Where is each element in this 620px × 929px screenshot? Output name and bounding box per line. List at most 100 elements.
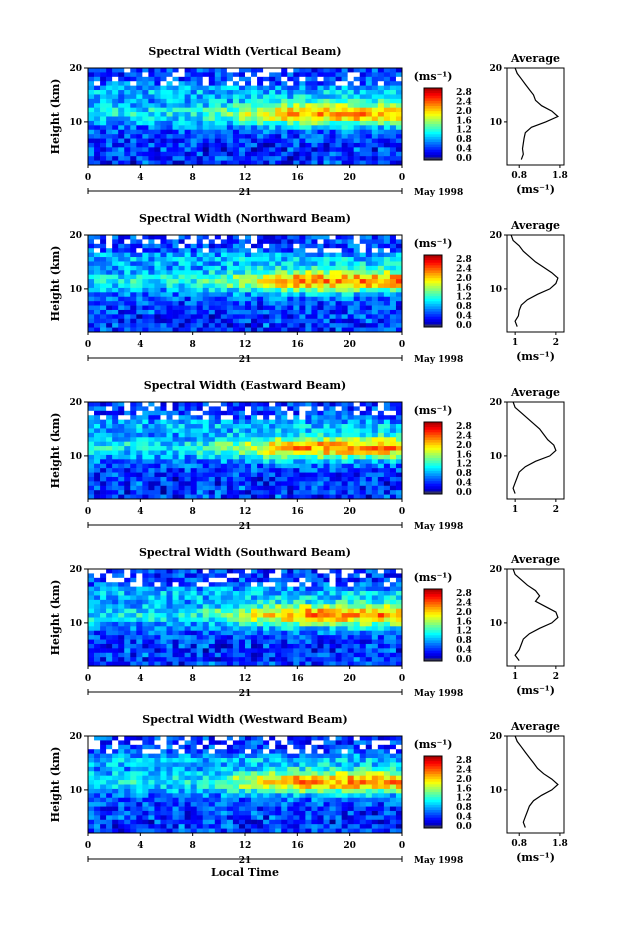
heatmap-cell	[232, 107, 240, 113]
heatmap-cell	[353, 160, 361, 166]
heatmap-cell	[389, 76, 397, 82]
heatmap-cell	[323, 292, 330, 298]
heatmap-cell	[214, 279, 222, 284]
heatmap-cell	[88, 151, 95, 157]
heatmap-cell	[323, 283, 330, 289]
heatmap-cell	[238, 112, 246, 117]
heatmap-cell	[136, 635, 143, 640]
heatmap-cell	[347, 652, 354, 658]
heatmap-cell	[100, 582, 107, 587]
heatmap-cell	[166, 424, 173, 429]
heatmap-cell	[323, 98, 330, 104]
heatmap-cell	[305, 142, 312, 148]
heatmap-cell	[365, 243, 373, 249]
heatmap-cell	[251, 485, 258, 491]
heatmap-cell	[329, 112, 336, 117]
x-tick-label: 4	[137, 340, 143, 350]
heatmap-cell	[136, 661, 143, 667]
heatmap-cell	[281, 314, 288, 320]
heatmap-cell	[226, 652, 234, 658]
heatmap-cell	[389, 577, 397, 583]
heatmap-cell	[275, 314, 282, 320]
heatmap-cell	[160, 630, 167, 636]
heatmap-cell	[347, 424, 354, 429]
heatmap-cell	[112, 428, 119, 434]
heatmap-cell	[281, 296, 288, 302]
heatmap-cell	[142, 160, 149, 166]
colorbar-swatch	[424, 447, 442, 451]
heatmap-cell	[100, 265, 107, 271]
heatmap-cell	[178, 314, 185, 320]
heatmap-cell	[88, 450, 95, 456]
x-tick-label: 8	[190, 173, 196, 183]
heatmap-cell	[112, 740, 119, 746]
heatmap-cell	[371, 635, 379, 640]
heatmap-cell	[124, 450, 131, 456]
heatmap-cell	[124, 125, 131, 131]
heatmap-cell	[232, 586, 240, 592]
heatmap-cell	[106, 296, 113, 302]
heatmap-cell	[196, 608, 204, 614]
colorbar-swatch	[424, 632, 442, 636]
heatmap-cell	[214, 90, 222, 95]
heatmap-cell	[365, 72, 373, 78]
heatmap-cell	[275, 270, 282, 275]
heatmap-cell	[214, 450, 222, 456]
heatmap-cell	[251, 463, 258, 469]
heatmap-cell	[184, 626, 191, 632]
heatmap-cell	[202, 652, 210, 658]
heatmap-cell	[154, 296, 161, 302]
heatmap-cell	[359, 318, 367, 324]
heatmap-cell	[238, 613, 246, 618]
heatmap-cell	[130, 639, 137, 645]
heatmap-cell	[341, 270, 348, 275]
heatmap-cell	[220, 235, 228, 240]
heatmap-cell	[172, 437, 179, 442]
heatmap-cell	[359, 81, 367, 86]
heatmap-cell	[359, 305, 367, 311]
heatmap-cell	[124, 494, 131, 500]
heatmap-cell	[232, 490, 240, 495]
panel-0: Spectral Width (Vertical Beam)2010Height…	[49, 45, 568, 198]
heatmap-cell	[130, 257, 137, 262]
heatmap-cell	[377, 494, 385, 500]
heatmap-cell	[172, 292, 179, 298]
heatmap-cell	[172, 85, 179, 91]
heatmap-cell	[359, 591, 367, 596]
colorbar-swatch	[424, 429, 442, 433]
x-tick-label: 16	[291, 340, 304, 350]
heatmap-cell	[353, 639, 361, 645]
heatmap-cell	[245, 142, 252, 148]
heatmap-cell	[220, 494, 228, 500]
heatmap-cell	[214, 454, 222, 460]
heatmap-cell	[136, 151, 143, 157]
heatmap-cell	[130, 459, 137, 465]
heatmap-cell	[347, 239, 354, 245]
heatmap-cell	[226, 112, 234, 117]
heatmap-cell	[142, 252, 149, 258]
heatmap-cell	[395, 657, 403, 662]
heatmap-cell	[166, 116, 173, 122]
heatmap-cell	[317, 446, 324, 451]
heatmap-cell	[148, 129, 155, 135]
heatmap-cell	[311, 243, 318, 249]
heatmap-cell	[269, 577, 276, 583]
heatmap-cell	[329, 410, 336, 416]
heatmap-cell	[100, 248, 107, 253]
heatmap-cell	[245, 454, 252, 460]
heatmap-cell	[124, 318, 131, 324]
heatmap-cell	[220, 134, 228, 139]
heatmap-cell	[208, 450, 216, 456]
heatmap-cell	[287, 573, 294, 579]
heatmap-cell	[389, 72, 397, 78]
heatmap-cell	[220, 463, 228, 469]
heatmap-cell	[377, 613, 385, 618]
average-title: Average	[510, 52, 560, 65]
heatmap-cell	[263, 129, 270, 135]
heatmap-cell	[281, 569, 288, 574]
heatmap-cell	[371, 257, 379, 262]
heatmap-cell	[311, 608, 318, 614]
heatmap-cell	[214, 736, 222, 741]
heatmap-cell	[293, 323, 300, 328]
heatmap-cell	[305, 450, 312, 456]
